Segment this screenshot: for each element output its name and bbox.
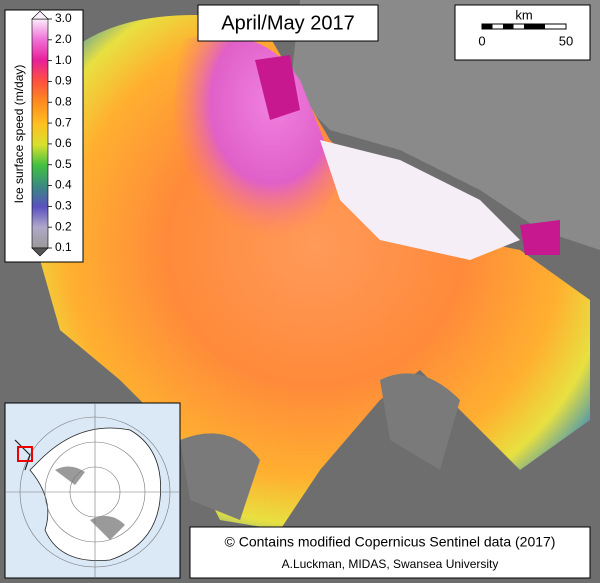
colorbar-tick-label: 3.0 bbox=[55, 11, 72, 25]
colorbar-tick-label: 0.8 bbox=[55, 94, 72, 108]
title: April/May 2017 bbox=[221, 12, 354, 34]
colorbar-ticks: 3.0 2.0 1.0 0.9 0.8 0.7 0.6 0.5 0.4 0.3 0.2 0.1 bbox=[48, 11, 72, 254]
colorbar-tick-label: 0.6 bbox=[55, 136, 72, 150]
colorbar bbox=[31, 18, 49, 249]
title-box bbox=[197, 4, 379, 42]
colorbar-tick-label: 0.3 bbox=[55, 199, 72, 213]
credit-line: © Contains modified Copernicus Sentinel … bbox=[225, 534, 556, 550]
inlet bbox=[520, 220, 560, 255]
colorbar-tick-label: 0.1 bbox=[55, 240, 72, 254]
nunatak bbox=[380, 373, 460, 470]
colorbar-tick-label: 0.7 bbox=[55, 115, 72, 129]
scale-unit: km bbox=[515, 7, 532, 22]
credit-line: A.Luckman, MIDAS, Swansea University bbox=[282, 557, 499, 571]
sea-ice bbox=[290, 0, 600, 250]
scale-box bbox=[454, 4, 591, 61]
inset-map bbox=[4, 402, 181, 579]
colorbar-tick-label: 2.0 bbox=[55, 32, 72, 46]
fast-flow bbox=[170, 35, 340, 260]
credits-box bbox=[189, 526, 591, 579]
colorbar-tick-label: 0.5 bbox=[55, 157, 72, 171]
colorbar-tick-label: 0.4 bbox=[55, 178, 72, 192]
nunatak bbox=[180, 433, 260, 520]
colorbar-tick-label: 1.0 bbox=[55, 53, 72, 67]
colorbar-end bbox=[31, 247, 49, 257]
colorbar-tick-label: 0.2 bbox=[55, 219, 72, 233]
scale-start: 0 bbox=[478, 33, 485, 48]
scale-bar bbox=[481, 23, 567, 30]
colorbar-end bbox=[31, 10, 49, 20]
inlet bbox=[255, 55, 300, 120]
scale-end: 50 bbox=[559, 33, 573, 48]
colorbar-tick-label: 0.9 bbox=[55, 74, 72, 88]
colorbar-label: Ice surface speed (m/day) bbox=[12, 65, 26, 204]
fast-flow-white bbox=[320, 140, 520, 260]
